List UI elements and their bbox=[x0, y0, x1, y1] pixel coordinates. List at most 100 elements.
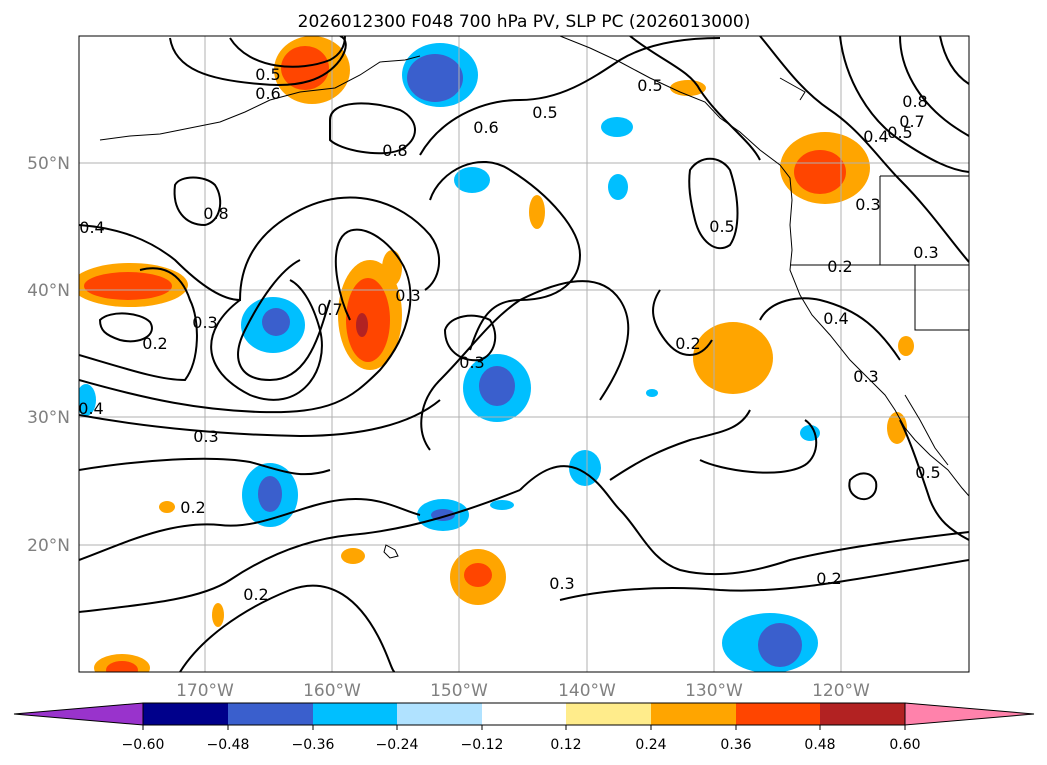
colorbar-segment bbox=[820, 703, 905, 725]
contour-label: 0.5 bbox=[887, 123, 912, 142]
negative-anomaly-blob bbox=[79, 384, 96, 416]
negative-anomaly-blob bbox=[569, 450, 601, 486]
colorbar-tick-label: −0.48 bbox=[207, 737, 250, 753]
contour-label: 0.8 bbox=[902, 92, 927, 111]
colorbar-tick-label: −0.60 bbox=[122, 737, 165, 753]
contour-label: 0.2 bbox=[675, 334, 700, 353]
contour-label: 0.3 bbox=[913, 243, 938, 262]
lon-label: 140°W bbox=[558, 681, 616, 701]
colorbar-ticks bbox=[142, 725, 906, 730]
lon-label: 120°W bbox=[812, 681, 870, 701]
contour-label: 0.3 bbox=[549, 574, 574, 593]
positive-anomaly-blob bbox=[212, 603, 224, 627]
contour-label: 0.8 bbox=[382, 141, 407, 160]
contour-label: 0.6 bbox=[473, 118, 498, 137]
negative-anomaly-blob bbox=[242, 463, 298, 527]
lat-label: 30°N bbox=[27, 408, 70, 428]
colorbar-segment bbox=[566, 703, 651, 725]
contour-label: 0.4 bbox=[79, 218, 104, 237]
colorbar-tick-label: 0.36 bbox=[720, 737, 751, 753]
contour-label: 0.5 bbox=[532, 103, 557, 122]
contour-label: 0.7 bbox=[899, 112, 924, 131]
contour-label: 0.5 bbox=[255, 65, 280, 84]
positive-anomaly-blob bbox=[159, 501, 175, 513]
colorbar-segment bbox=[143, 703, 228, 725]
negative-anomaly-blob bbox=[402, 43, 478, 107]
colorbar-frame bbox=[142, 702, 906, 726]
contour-label: 0.3 bbox=[853, 367, 878, 386]
positive-anomaly-blob bbox=[79, 263, 188, 307]
colorbar-tick-label: 0.12 bbox=[550, 737, 581, 753]
contour-label: 0.5 bbox=[915, 463, 940, 482]
colorbar-segment bbox=[736, 703, 820, 725]
negative-anomaly-blob bbox=[417, 499, 469, 531]
lon-label: 130°W bbox=[685, 681, 743, 701]
positive-anomaly-blob bbox=[94, 654, 150, 672]
positive-anomaly-blob bbox=[274, 36, 350, 104]
map-panel: 0.5 0.6 0.5 0.6 0.5 0.8 0.8 0.4 0.2 0.3 … bbox=[78, 35, 970, 673]
lat-label: 40°N bbox=[27, 281, 70, 301]
contour-label: 0.3 bbox=[193, 427, 218, 446]
lon-label: 170°W bbox=[176, 681, 234, 701]
positive-anomaly-blob bbox=[887, 412, 907, 444]
graticule bbox=[79, 36, 969, 672]
contour-label: 0.5 bbox=[709, 217, 734, 236]
contour-label: 0.7 bbox=[317, 300, 342, 319]
contour-label-layer: 0.5 0.6 0.5 0.6 0.5 0.8 0.8 0.4 0.2 0.3 … bbox=[78, 65, 941, 604]
contour-label: 0.3 bbox=[192, 313, 217, 332]
negative-anomaly-blob bbox=[601, 117, 633, 137]
colorbar-tick-label: 0.48 bbox=[804, 737, 835, 753]
contour-label: 0.8 bbox=[203, 204, 228, 223]
contour-label: 0.3 bbox=[459, 353, 484, 372]
contour-label: 0.2 bbox=[816, 569, 841, 588]
colorbar-tick-label: −0.24 bbox=[376, 737, 419, 753]
contour-label: 0.5 bbox=[637, 76, 662, 95]
positive-anomaly-blob bbox=[450, 549, 506, 605]
positive-anomaly-blob bbox=[382, 250, 402, 286]
colorbar-segment bbox=[651, 703, 736, 725]
negative-anomaly-blob bbox=[463, 354, 531, 422]
contour-label: 0.6 bbox=[255, 84, 280, 103]
shading-layer bbox=[79, 36, 914, 672]
colorbar-segment bbox=[313, 703, 397, 725]
colorbar-tick-label: 0.60 bbox=[889, 737, 920, 753]
lat-label: 50°N bbox=[27, 154, 70, 174]
contour-label: 0.2 bbox=[243, 585, 268, 604]
contour-label: 0.4 bbox=[78, 399, 103, 418]
contour-label: 0.2 bbox=[180, 498, 205, 517]
contour-label: 0.2 bbox=[142, 334, 167, 353]
negative-anomaly-blob bbox=[454, 167, 490, 193]
colorbar-extend-low bbox=[13, 702, 144, 726]
negative-anomaly-blob bbox=[490, 500, 514, 510]
contour-label: 0.3 bbox=[855, 195, 880, 214]
contour-label: 0.2 bbox=[827, 257, 852, 276]
colorbar-tick-label: 0.24 bbox=[635, 737, 666, 753]
colorbar: −0.60 −0.48 −0.36 −0.24 −0.12 0.12 0.24 … bbox=[13, 702, 1035, 753]
colorbar-tick-label: −0.12 bbox=[461, 737, 504, 753]
contour-layer bbox=[79, 36, 969, 672]
positive-anomaly-blob bbox=[529, 195, 545, 229]
positive-anomaly-blob bbox=[898, 336, 914, 356]
contour-label: 0.4 bbox=[823, 309, 848, 328]
lon-label: 160°W bbox=[303, 681, 361, 701]
colorbar-extend-high bbox=[904, 702, 1035, 726]
colorbar-segment bbox=[228, 703, 313, 725]
chart-title: 2026012300 F048 700 hPa PV, SLP PC (2026… bbox=[298, 12, 751, 32]
colorbar-segment bbox=[397, 703, 482, 725]
colorbar-tick-label: −0.36 bbox=[292, 737, 335, 753]
positive-anomaly-blob bbox=[693, 322, 773, 394]
lon-label: 150°W bbox=[430, 681, 488, 701]
negative-anomaly-blob bbox=[608, 174, 628, 200]
positive-anomaly-blob bbox=[341, 548, 365, 564]
longitude-labels: 170°W 160°W 150°W 140°W 130°W 120°W bbox=[176, 681, 870, 701]
coastlines bbox=[99, 36, 969, 559]
positive-anomaly-blob bbox=[670, 80, 706, 96]
positive-anomaly-blob bbox=[338, 260, 402, 370]
negative-anomaly-blob bbox=[646, 389, 658, 397]
colorbar-segment bbox=[482, 703, 566, 725]
map-frame bbox=[78, 35, 970, 673]
contour-label: 0.3 bbox=[395, 286, 420, 305]
positive-anomaly-blob bbox=[780, 132, 870, 204]
latitude-labels: 50°N 40°N 30°N 20°N bbox=[27, 154, 70, 556]
